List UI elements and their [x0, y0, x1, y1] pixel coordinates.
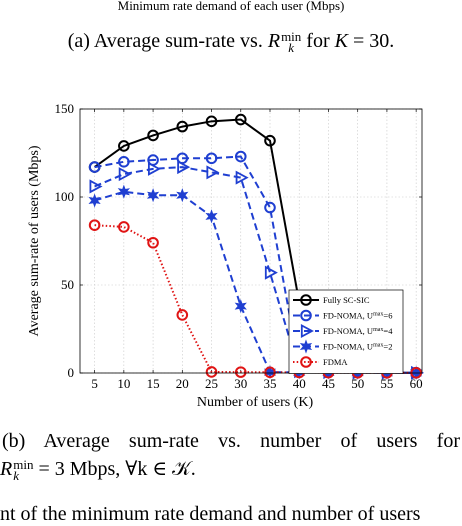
data-point-series-0 [176, 120, 189, 133]
caption-a-var-sup: min [281, 29, 302, 45]
data-point-series-4 [118, 221, 130, 233]
data-point-series-1 [264, 201, 276, 214]
previous-figure-axis-label: Minimum rate demand of each user (Mbps) [117, 0, 345, 13]
data-point-series-2 [264, 265, 278, 280]
caption-b-var-scripts: min k [13, 457, 34, 484]
legend-marker-2 [300, 323, 314, 339]
x-tick-label: 20 [176, 376, 189, 391]
data-point-series-0 [234, 113, 247, 126]
data-point-series-2 [118, 167, 132, 182]
caption-a-var-scripts: min k [281, 29, 302, 56]
y-axis-label: Average sum-rate of users (Mbps) [27, 145, 42, 336]
y-tick-label: 0 [68, 365, 75, 380]
data-point-series-2 [177, 160, 191, 175]
legend-label-suffix: =4 [383, 326, 393, 336]
data-point-series-4 [176, 309, 189, 321]
x-tick-label: 35 [264, 376, 277, 391]
sum-rate-chart: 5 10 15 20 25 30 35 40 45 50 55 60 0 50 100 150 Number o… [27, 101, 425, 410]
data-point-series-1 [234, 150, 247, 163]
caption-a-middle: for [301, 30, 335, 52]
caption-b-var-sub: k [13, 468, 19, 484]
data-point-series-0 [147, 129, 159, 142]
data-point-series-1 [205, 152, 218, 165]
caption-a-var-sub: k [288, 40, 295, 56]
legend-label-name: FDMA [323, 357, 348, 367]
legend-label-sup: max [373, 343, 383, 349]
data-point-series-3 [234, 299, 247, 314]
y-tick-label: 150 [55, 101, 75, 116]
data-point-series-1 [118, 156, 130, 168]
legend-label-2: FD-NOMA, Umax=4 [323, 326, 393, 336]
data-point-series-3 [117, 184, 130, 199]
x-tick-label: 30 [234, 376, 247, 391]
caption-b-suffix: = 3 Mbps, ∀k ∈ 𝒦. [33, 458, 196, 480]
x-tick-label: 50 [351, 376, 364, 391]
x-tick-label: 60 [410, 376, 423, 391]
data-point-series-2 [235, 170, 249, 185]
x-tick-label: 45 [322, 376, 335, 391]
legend-label-name: FD-NOMA, U [323, 326, 373, 336]
x-tick-label: 25 [205, 376, 218, 391]
series-line-3 [94, 190, 417, 374]
legend-label-suffix: =2 [383, 342, 392, 352]
legend-label-name: FD-NOMA, U [323, 342, 373, 352]
y-tick-label: 100 [55, 189, 75, 204]
data-point-series-4 [88, 219, 101, 231]
x-tick-label: 55 [380, 376, 393, 391]
legend-label-4: FDMA [323, 357, 348, 367]
data-point-series-3 [146, 188, 160, 203]
y-tick-label: 50 [61, 277, 74, 292]
data-point-series-2 [147, 161, 161, 176]
caption-a-var: R [267, 30, 281, 52]
caption-a-suffix: = 30. [347, 30, 395, 52]
x-tick-label: 10 [117, 376, 130, 391]
legend-label-suffix: =6 [383, 311, 392, 321]
legend-marker-4 [300, 356, 312, 368]
data-point-series-4 [205, 366, 218, 378]
legend-marker-0 [300, 294, 312, 306]
legend-marker-1 [300, 309, 312, 322]
data-point-series-4 [264, 366, 276, 379]
data-point-series-3 [205, 209, 218, 224]
legend-label-sup: max [373, 327, 383, 333]
legend-label-3: FD-NOMA, Umax=2 [323, 342, 392, 352]
caption-a-prefix: (a) Average sum-rate vs. [67, 30, 268, 52]
caption-b-var: R [0, 458, 13, 480]
legend-label-1: FD-NOMA, Umax=6 [323, 311, 392, 321]
x-tick-label: 15 [147, 376, 160, 391]
caption-a-k: K [334, 30, 348, 52]
body-text-fragment: nt of the minimum rate demand and number… [0, 503, 421, 525]
data-point-series-3 [176, 188, 189, 203]
x-tick-label: 40 [293, 376, 306, 391]
data-point-series-0 [118, 140, 130, 152]
data-point-series-0 [264, 134, 276, 147]
data-point-series-3 [263, 365, 277, 380]
legend-label-name: FD-NOMA, U [323, 311, 373, 321]
legend-marker-3 [299, 339, 313, 354]
x-tick-label: 5 [91, 376, 98, 391]
data-point-series-0 [205, 115, 218, 128]
legend-label-0: Fully SC-SIC [323, 295, 370, 305]
axes-frame [79, 108, 423, 374]
caption-b-var-sup: min [13, 457, 34, 473]
x-axis-label: Number of users (K) [197, 395, 314, 410]
data-point-series-3 [88, 193, 101, 208]
data-point-series-1 [88, 161, 101, 173]
data-point-series-4 [234, 366, 247, 378]
legend-label-sup: max [373, 312, 383, 318]
caption-b-line1: (b) Average sum-rate vs. number of users… [2, 430, 460, 452]
data-point-series-2 [206, 165, 220, 180]
data-point-series-4 [147, 236, 159, 249]
legend-label-name: Fully SC-SIC [323, 295, 370, 305]
data-point-series-2 [89, 179, 103, 194]
